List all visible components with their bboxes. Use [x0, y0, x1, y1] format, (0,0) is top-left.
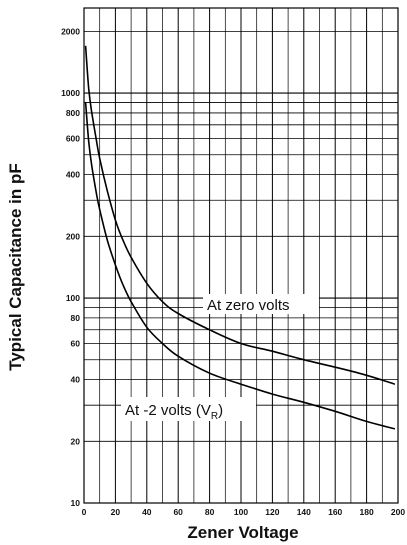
annotation-zero-volts: At zero volts — [207, 297, 290, 314]
y-tick-label: 60 — [71, 339, 81, 349]
y-tick-label: 40 — [71, 375, 81, 385]
x-tick-label: 0 — [82, 507, 87, 517]
y-tick-labels: 10 20 40 60 80 100 200 400 600 800 1000 2000 — [61, 26, 80, 508]
y-tick-label: 100 — [66, 293, 80, 303]
plot-border — [83, 7, 399, 504]
plot-frame — [83, 7, 399, 504]
x-tick-label: 120 — [265, 507, 279, 517]
annotation-minus2-suffix: ) — [218, 402, 223, 419]
x-tick-label: 160 — [328, 507, 342, 517]
y-tick-label: 200 — [66, 231, 80, 241]
annotation-minus2-volts: At -2 volts (VR) — [125, 402, 223, 422]
x-tick-label: 180 — [360, 507, 374, 517]
annotation-zero-volts-bg — [203, 294, 319, 314]
series-lines — [84, 45, 396, 430]
y-tick-label: 1000 — [61, 88, 80, 98]
y-tick-label: 2000 — [61, 26, 80, 36]
x-tick-label: 200 — [391, 507, 405, 517]
y-axis-title: Typical Capacitance in pF — [6, 163, 25, 371]
x-axis-title: Zener Voltage — [187, 523, 298, 542]
x-tick-label: 80 — [205, 507, 215, 517]
annotation-minus2-subscript: R — [211, 411, 218, 422]
annotation-minus2-volts-bg — [121, 397, 256, 421]
annotation-minus2-prefix: At -2 volts (V — [125, 402, 211, 419]
x-tick-labels: 0 20 40 60 80 100 120 140 160 180 200 — [82, 507, 406, 517]
series-line-minus2-volts — [84, 102, 396, 430]
y-tick-label: 80 — [71, 313, 81, 323]
x-tick-label: 60 — [173, 507, 183, 517]
y-tick-label: 10 — [71, 498, 81, 508]
y-tick-label: 800 — [66, 108, 80, 118]
x-tick-label: 100 — [234, 507, 248, 517]
x-tick-label: 20 — [111, 507, 121, 517]
x-tick-label: 140 — [297, 507, 311, 517]
series-line-zero-volts — [84, 45, 396, 385]
y-tick-label: 600 — [66, 134, 80, 144]
y-tick-label: 20 — [71, 436, 81, 446]
x-tick-label: 40 — [142, 507, 152, 517]
y-tick-label: 400 — [66, 170, 80, 180]
